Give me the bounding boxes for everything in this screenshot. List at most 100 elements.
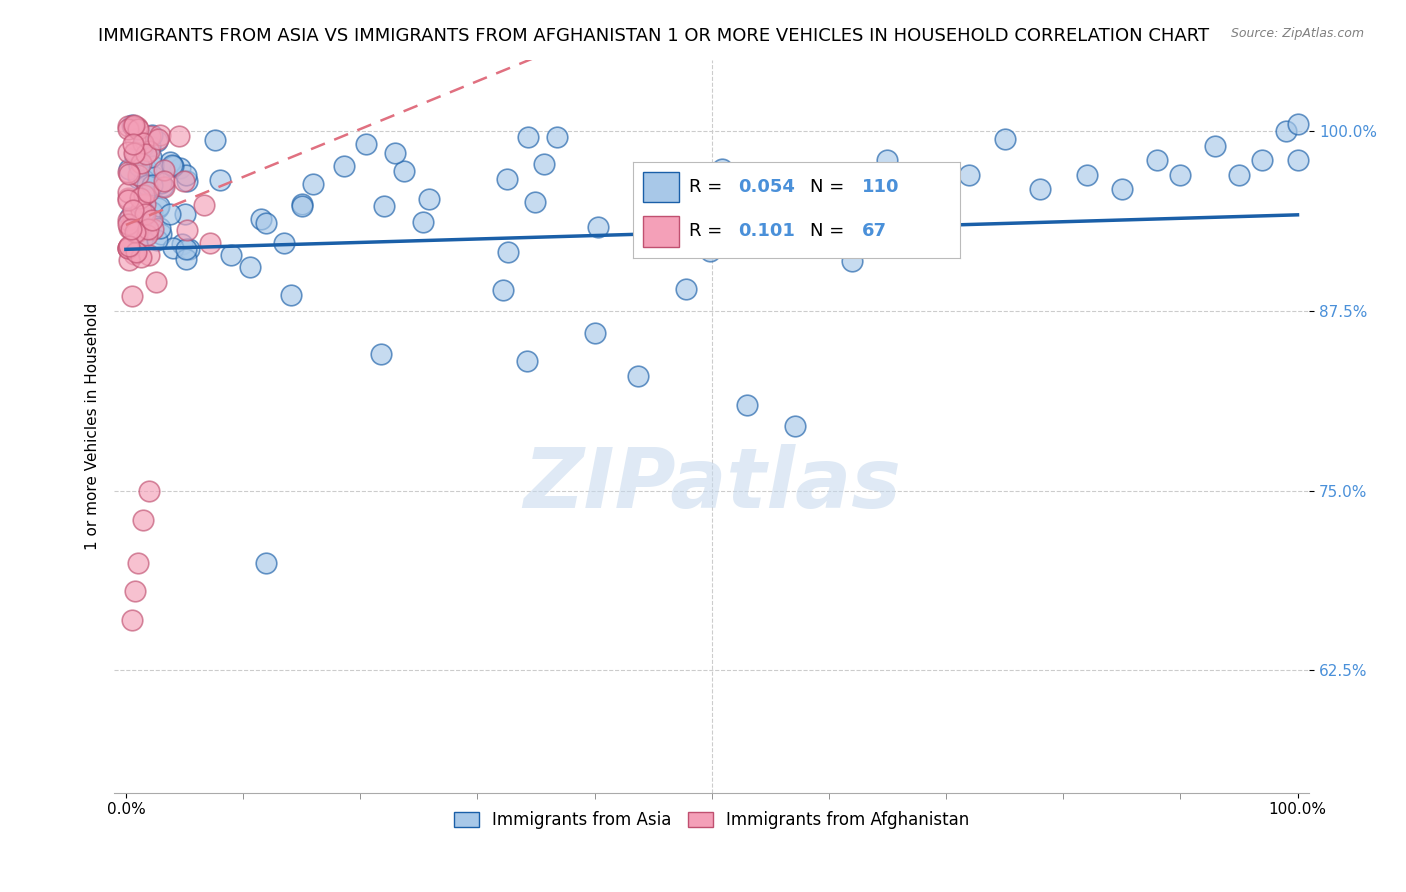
Point — [1146, 153, 1168, 168]
Point — [254, 216, 277, 230]
Point — [256, 556, 278, 570]
Point — [121, 119, 143, 133]
Point — [152, 162, 174, 177]
Point — [132, 512, 155, 526]
Point — [131, 202, 153, 217]
Point — [177, 243, 200, 257]
Point — [146, 233, 169, 247]
Point — [291, 199, 314, 213]
Point — [118, 167, 141, 181]
Point — [124, 225, 146, 239]
Point — [122, 211, 145, 225]
Point — [1286, 117, 1309, 131]
Point — [841, 253, 863, 268]
Text: R =: R = — [689, 222, 728, 240]
Point — [734, 218, 756, 232]
Point — [517, 130, 540, 145]
Point — [132, 187, 155, 202]
Point — [117, 165, 139, 179]
Point — [176, 223, 198, 237]
Point — [167, 129, 190, 144]
Point — [127, 220, 149, 235]
Point — [724, 168, 747, 182]
Point — [122, 146, 145, 161]
Point — [141, 212, 163, 227]
Point — [150, 176, 173, 190]
Point — [148, 199, 170, 213]
Point — [176, 174, 198, 188]
Text: 67: 67 — [862, 222, 887, 240]
Point — [1227, 168, 1250, 182]
Point — [384, 146, 406, 161]
Point — [129, 156, 152, 170]
Point — [121, 289, 143, 303]
Point — [135, 162, 157, 177]
Point — [139, 128, 162, 143]
Point — [122, 136, 145, 151]
Point — [418, 192, 440, 206]
Point — [280, 288, 302, 302]
Point — [118, 239, 141, 253]
Point — [141, 212, 163, 227]
Point — [146, 201, 169, 215]
Point — [787, 178, 810, 192]
Point — [959, 168, 981, 182]
Point — [759, 196, 782, 211]
Legend: Immigrants from Asia, Immigrants from Afghanistan: Immigrants from Asia, Immigrants from Af… — [447, 805, 976, 836]
Text: N =: N = — [810, 222, 849, 240]
Point — [627, 368, 650, 383]
Point — [876, 153, 898, 168]
Point — [174, 242, 197, 256]
Point — [818, 239, 841, 253]
Point — [523, 195, 546, 210]
Point — [1076, 168, 1098, 182]
Y-axis label: 1 or more Vehicles in Household: 1 or more Vehicles in Household — [86, 302, 100, 549]
Text: 0.054: 0.054 — [738, 178, 794, 196]
Point — [142, 159, 165, 173]
Point — [209, 173, 232, 187]
Point — [711, 162, 734, 177]
Point — [117, 212, 139, 227]
Point — [394, 163, 416, 178]
Point — [131, 141, 153, 155]
Point — [876, 196, 898, 211]
Point — [142, 221, 165, 235]
Point — [176, 168, 198, 182]
Point — [145, 275, 167, 289]
Point — [141, 128, 163, 142]
Point — [174, 252, 197, 266]
Point — [159, 155, 181, 169]
Point — [131, 233, 153, 247]
Point — [117, 145, 139, 159]
Point — [152, 180, 174, 194]
Point — [141, 205, 163, 219]
Point — [169, 161, 191, 175]
Point — [138, 483, 160, 498]
Point — [498, 245, 520, 260]
Point — [492, 283, 515, 297]
Point — [121, 118, 143, 132]
Point — [153, 174, 176, 188]
Point — [127, 171, 149, 186]
Point — [120, 211, 142, 225]
Point — [124, 584, 146, 599]
Point — [124, 131, 146, 145]
Text: Source: ZipAtlas.com: Source: ZipAtlas.com — [1230, 27, 1364, 40]
Point — [145, 134, 167, 148]
Point — [1286, 153, 1309, 168]
Point — [533, 156, 555, 170]
Point — [136, 186, 159, 200]
Point — [134, 207, 156, 221]
Point — [138, 184, 160, 198]
Point — [138, 248, 160, 262]
Text: IMMIGRANTS FROM ASIA VS IMMIGRANTS FROM AFGHANISTAN 1 OR MORE VEHICLES IN HOUSEH: IMMIGRANTS FROM ASIA VS IMMIGRANTS FROM … — [98, 27, 1209, 45]
Point — [496, 171, 519, 186]
Point — [370, 347, 392, 361]
Point — [146, 131, 169, 145]
Point — [173, 174, 195, 188]
Point — [125, 226, 148, 240]
Point — [124, 220, 146, 235]
Point — [138, 138, 160, 153]
Point — [124, 145, 146, 159]
Point — [117, 241, 139, 255]
